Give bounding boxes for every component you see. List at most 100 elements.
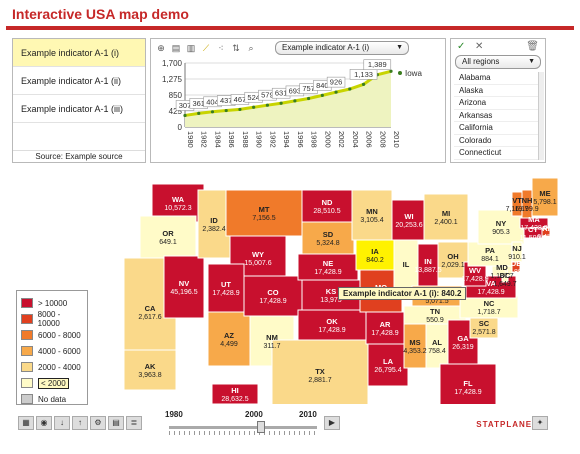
state-value-label: 2,571.8 [472, 329, 495, 336]
settings-icon[interactable]: ⚙ [90, 416, 106, 430]
list-item[interactable]: Arkansas [454, 110, 542, 122]
state-id[interactable] [197, 189, 231, 259]
state-ok[interactable] [297, 309, 367, 341]
state-la[interactable] [367, 343, 409, 387]
list-item[interactable]: Alaska [454, 85, 542, 97]
state-abbr-label: CA [145, 304, 156, 313]
indicator-item[interactable]: Example indicator A-1 (i) [13, 39, 145, 67]
legend-item[interactable]: 8000 - 10000 [21, 310, 83, 328]
legend-item[interactable]: 6000 - 8000 [21, 327, 83, 343]
state-co[interactable] [243, 275, 303, 317]
region-select[interactable]: All regions ▼ [455, 55, 541, 69]
scatter-chart-icon[interactable]: ⁖ [218, 43, 224, 53]
state-or[interactable] [139, 215, 197, 259]
data-point[interactable] [183, 113, 187, 118]
state-value-label: 884.1 [481, 256, 499, 263]
state-az[interactable] [207, 311, 251, 367]
state-ak[interactable] [123, 349, 177, 391]
state-ar[interactable] [365, 311, 405, 345]
state-hi[interactable] [211, 383, 259, 404]
timeline-slider[interactable]: 1980 2000 2010 [165, 410, 317, 446]
data-point[interactable] [348, 87, 352, 91]
usa-map[interactable]: WA10,572.3OR649.1CA2,617.6NV45,196.5ID2,… [12, 172, 568, 404]
trash-icon[interactable]: 🗑 [526, 41, 539, 52]
state-abbr-label: DC [500, 271, 511, 280]
state-ct[interactable] [523, 227, 543, 239]
map-tooltip: Example indicator A-1 (i): 840.2 [338, 287, 467, 300]
check-icon[interactable]: ✓ [457, 41, 466, 52]
download-icon[interactable]: ↓ [54, 416, 70, 430]
svg-text:1,389: 1,389 [368, 60, 387, 69]
state-me[interactable] [531, 177, 559, 217]
data-point[interactable] [320, 93, 324, 97]
settings-icon[interactable]: ✦ [532, 416, 548, 430]
timeline-track[interactable] [169, 426, 317, 429]
data-point[interactable] [361, 82, 366, 86]
bar-chart-icon[interactable]: ▤ [171, 43, 181, 53]
zoom-icon[interactable]: ⊕ [157, 43, 165, 53]
indicator-item[interactable]: Example indicator A-1 (iii) [13, 95, 145, 123]
state-tx[interactable] [271, 339, 369, 404]
state-abbr-label: CT [528, 225, 538, 234]
column-chart-icon[interactable]: ▥ [186, 43, 196, 53]
data-point[interactable] [197, 111, 201, 116]
data-point[interactable] [265, 103, 269, 107]
timeline-handle[interactable] [257, 421, 265, 433]
table-icon[interactable]: ▤ [108, 416, 124, 430]
state-abbr-label: MT [259, 205, 270, 214]
legend-item[interactable]: 2000 - 4000 [21, 359, 83, 375]
data-point[interactable] [307, 96, 311, 101]
state-abbr-label: RI [542, 224, 550, 233]
state-wi[interactable] [391, 199, 427, 241]
state-dc[interactable] [501, 275, 509, 283]
region-scrollbar[interactable] [538, 72, 544, 160]
data-label: 1,389 [363, 59, 392, 71]
legend-label: No data [38, 394, 67, 404]
eye-icon[interactable]: ◉ [36, 416, 52, 430]
state-oh[interactable] [437, 241, 469, 279]
list-item[interactable]: Alabama [454, 72, 542, 85]
svg-text:757: 757 [302, 84, 315, 93]
data-point[interactable] [224, 108, 228, 113]
state-mt[interactable] [225, 189, 303, 237]
list-item[interactable]: Colorado [454, 135, 542, 147]
upload-icon[interactable]: ↑ [72, 416, 88, 430]
state-mi[interactable] [423, 193, 469, 241]
data-point[interactable] [293, 99, 297, 103]
state-value-label: 17,428.9 [212, 290, 239, 297]
state-ut[interactable] [207, 263, 245, 313]
legend-item[interactable]: 4000 - 6000 [21, 343, 83, 359]
legend-item[interactable]: No data [21, 391, 83, 407]
indicator-item[interactable]: Example indicator A-1 (ii) [13, 67, 145, 95]
data-point[interactable] [238, 107, 242, 112]
legend-swatch [21, 394, 33, 404]
line-chart-icon[interactable]: ⟋ [202, 43, 210, 53]
state-nv[interactable] [163, 255, 205, 319]
chart-indicator-select[interactable]: Example indicator A-1 (i) ▼ [275, 41, 409, 55]
state-pa[interactable] [467, 241, 513, 267]
map-view-icon[interactable]: ▦ [18, 416, 34, 430]
data-point[interactable] [279, 101, 283, 105]
play-icon[interactable]: ▶ [324, 416, 340, 430]
x-tick-label: 1996 [296, 131, 305, 148]
magnifier-icon[interactable]: ⌕ [248, 43, 254, 53]
state-value-label: 649.1 [159, 239, 177, 246]
state-abbr-label: VT [512, 196, 522, 205]
legend-item[interactable]: < 2000 [21, 375, 83, 391]
data-point[interactable] [210, 110, 215, 114]
close-icon[interactable]: ✕ [475, 41, 484, 52]
list-item[interactable]: Connecticut [454, 147, 542, 160]
sort-icon[interactable]: ⇅ [232, 43, 240, 53]
data-point[interactable] [252, 105, 256, 109]
state-sd[interactable] [301, 221, 355, 255]
state-fl[interactable] [439, 363, 497, 404]
state-abbr-label: OK [326, 317, 338, 326]
legend-swatch [21, 362, 33, 372]
list-item[interactable]: California [454, 122, 542, 135]
legend-item[interactable]: > 10000 [21, 295, 83, 311]
data-point[interactable] [389, 69, 393, 73]
notes-icon[interactable]: ≣ [126, 416, 142, 430]
data-point[interactable] [334, 90, 338, 94]
state-value-label: 758.4 [428, 348, 446, 355]
list-item[interactable]: Arizona [454, 97, 542, 110]
